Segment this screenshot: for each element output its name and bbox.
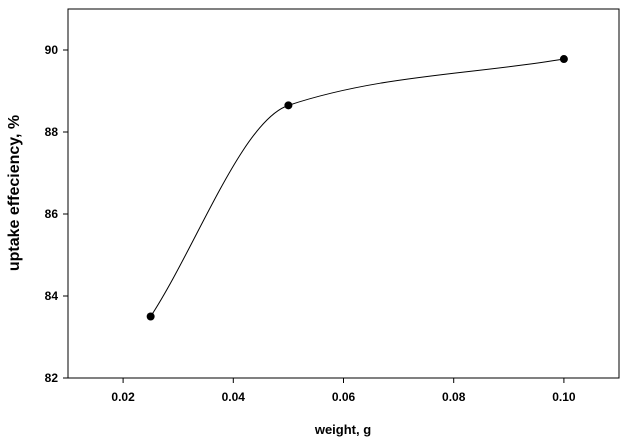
y-tick-label: 90	[45, 43, 59, 57]
x-tick-label: 0.06	[332, 390, 356, 404]
y-tick-label: 82	[45, 371, 59, 385]
y-tick-label: 84	[45, 289, 59, 303]
y-axis-title: uptake effeciency, %	[6, 115, 23, 271]
data-point	[559, 55, 568, 64]
y-axis: 82 84 86 88 90	[45, 43, 68, 385]
x-axis-title: weight, g	[314, 422, 371, 437]
x-axis: 0.02 0.04 0.06 0.08 0.10	[111, 378, 576, 404]
x-tick-label: 0.02	[111, 390, 135, 404]
data-points	[146, 55, 568, 321]
y-tick-label: 88	[45, 125, 59, 139]
y-tick-label: 86	[45, 207, 59, 221]
x-tick-label: 0.08	[442, 390, 466, 404]
x-tick-label: 0.04	[222, 390, 246, 404]
series-curve	[150, 58, 564, 317]
data-point	[146, 312, 155, 321]
plot-frame	[67, 8, 620, 379]
x-tick-label: 0.10	[552, 390, 576, 404]
data-point	[284, 101, 293, 110]
